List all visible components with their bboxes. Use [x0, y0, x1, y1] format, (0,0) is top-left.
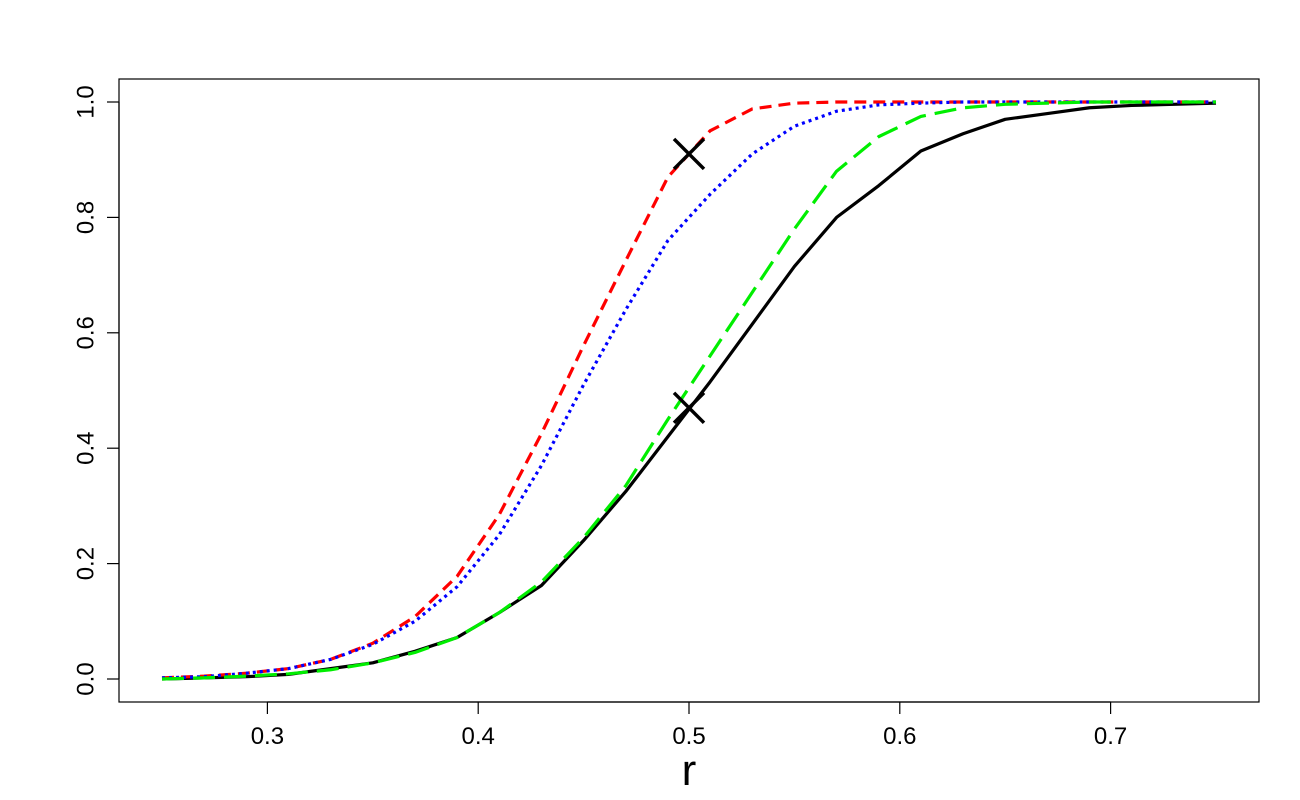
marker-layer — [672, 137, 706, 425]
y-tick-label: 0.6 — [73, 316, 100, 349]
x-marker-1 — [672, 137, 706, 171]
y-tick-label: 0.2 — [73, 547, 100, 580]
x-marker-2 — [672, 391, 706, 425]
y-tick-label: 1.0 — [73, 85, 100, 118]
x-tick-label: 0.6 — [883, 723, 916, 750]
y-axis: 0.0 0.2 0.4 0.6 0.8 1.0 — [73, 85, 120, 696]
x-tick-label: 0.4 — [462, 723, 495, 750]
y-tick-label: 0.8 — [73, 201, 100, 234]
x-axis: 0.3 0.4 0.5 0.6 0.7 — [251, 701, 1127, 750]
y-tick-label: 0.4 — [73, 432, 100, 465]
series-line-4 — [161, 100, 1216, 681]
x-tick-label: 0.5 — [672, 723, 705, 750]
x-tick-label: 0.7 — [1094, 723, 1127, 750]
x-tick-label: 0.3 — [251, 723, 284, 750]
x-axis-label: r — [682, 746, 697, 795]
y-tick-label: 0.0 — [73, 662, 100, 695]
